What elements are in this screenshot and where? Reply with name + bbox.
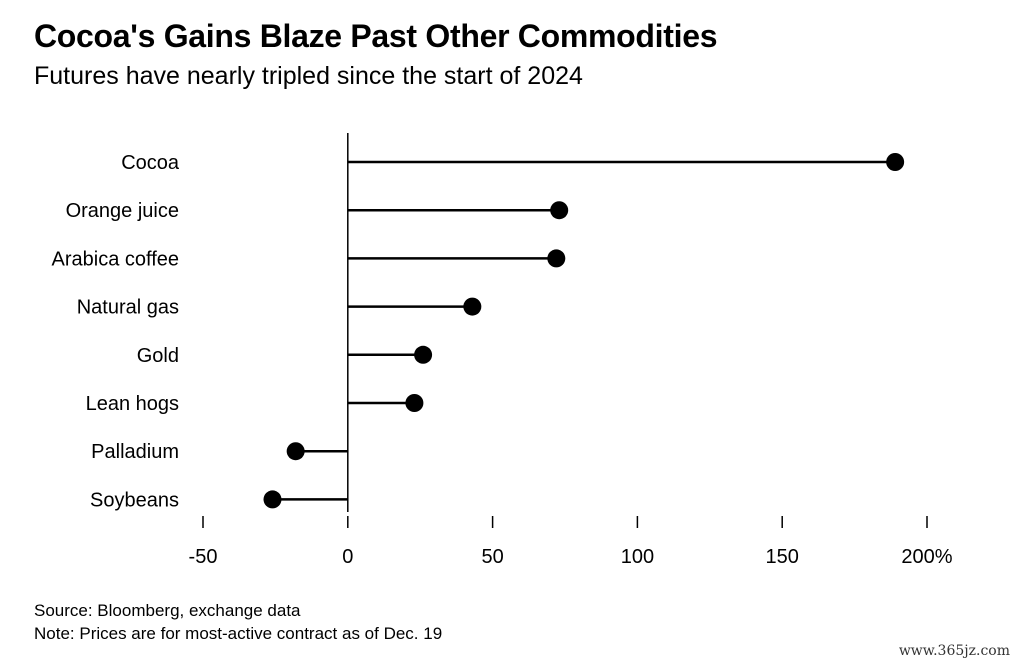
category-label-lean-hogs: Lean hogs	[86, 393, 179, 415]
footnote: Note: Prices are for most-active contrac…	[34, 624, 443, 643]
dot-natural-gas	[463, 297, 482, 316]
chart-subtitle: Futures have nearly tripled since the st…	[34, 62, 583, 90]
watermark: www.365jz.com	[898, 643, 1010, 659]
category-label-gold: Gold	[137, 345, 179, 367]
category-label-palladium: Palladium	[91, 441, 179, 463]
category-label-arabica-coffee: Arabica coffee	[52, 248, 180, 270]
x-tick-label: 0	[342, 546, 353, 568]
chart-title: Cocoa's Gains Blaze Past Other Commoditi…	[34, 18, 718, 54]
x-tick-label: 150	[766, 546, 799, 568]
x-tick-label: 50	[481, 546, 503, 568]
x-tick-label: 200%	[901, 546, 952, 568]
dot-gold	[414, 345, 433, 364]
category-label-soybeans: Soybeans	[90, 489, 179, 511]
dot-soybeans	[263, 490, 282, 509]
lollipop-chart: Cocoa Orange juice Arabica coffee Natural g…	[52, 133, 953, 568]
category-label-orange-juice: Orange juice	[66, 200, 179, 222]
dot-orange-juice	[550, 201, 569, 220]
dot-palladium	[286, 442, 305, 461]
dot-lean-hogs	[405, 394, 424, 412]
category-label-natural-gas: Natural gas	[77, 297, 179, 319]
x-tick-label: 100	[621, 546, 654, 568]
x-tick-label: -50	[189, 546, 218, 568]
dot-arabica-coffee	[547, 249, 566, 268]
category-label-cocoa: Cocoa	[121, 152, 180, 174]
source-note: Source: Bloomberg, exchange data	[34, 601, 301, 620]
dot-cocoa	[886, 153, 905, 171]
